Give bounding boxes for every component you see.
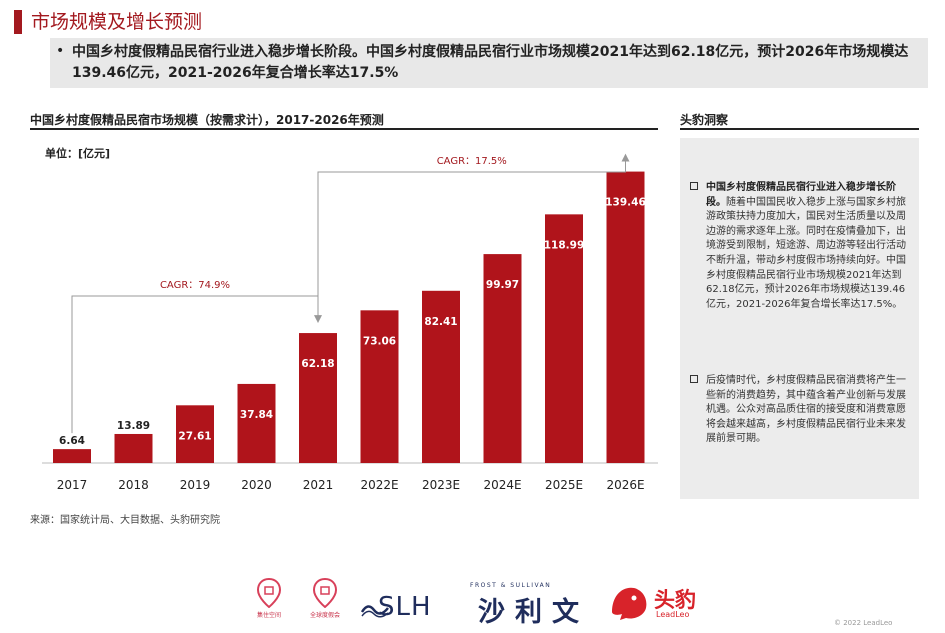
leadleo-logo-en: LeadLeo bbox=[656, 610, 690, 619]
summary-bullet: • bbox=[56, 43, 65, 59]
slh-logo: SLH bbox=[378, 592, 432, 622]
x-tick-label: 2023E bbox=[422, 478, 460, 492]
frost-logo-cn: 沙利文 bbox=[478, 597, 589, 628]
pin-logo-icon bbox=[312, 578, 338, 608]
insight-text: 后疫情时代，乡村度假精品民宿消费将产生一些新的消费趋势，其中蕴含着产业创新与发展… bbox=[706, 375, 906, 445]
bar-value-label: 6.64 bbox=[59, 435, 85, 447]
partner-logos: 集住空间 全球度假会 SLH FROST & SULLIVAN 沙利文 头豹 L… bbox=[0, 570, 945, 630]
bar-value-label: 73.06 bbox=[363, 335, 396, 347]
bar-2022e bbox=[360, 310, 399, 463]
insight-item-1: 中国乡村度假精品民宿行业进入稳步增长阶段。随着中国国民收入稳步上涨与国家乡村旅游… bbox=[690, 181, 914, 312]
bar-2018 bbox=[114, 433, 153, 463]
copyright-text: © 2022 LeadLeo bbox=[834, 619, 893, 627]
bar-value-label: 27.61 bbox=[178, 430, 211, 442]
bar-2021 bbox=[299, 333, 337, 463]
leopard-logo-icon bbox=[612, 587, 647, 620]
bar-2024e bbox=[483, 254, 522, 463]
x-tick-label: 2024E bbox=[483, 478, 521, 492]
x-tick-label: 2018 bbox=[118, 478, 149, 492]
cagr-label: CAGR：17.5% bbox=[437, 156, 507, 167]
x-tick-label: 2026E bbox=[606, 478, 644, 492]
title-accent-bar bbox=[14, 10, 22, 34]
cagr-label: CAGR：74.9% bbox=[160, 280, 230, 291]
x-tick-label: 2025E bbox=[545, 478, 583, 492]
bar-value-label: 37.84 bbox=[240, 409, 273, 421]
insight-lead: 中国乡村度假精品民宿行业进入稳步增长阶段。 bbox=[706, 182, 896, 208]
checkbox-square-icon bbox=[690, 182, 698, 190]
bar-2025e bbox=[545, 214, 583, 463]
insight-box bbox=[680, 138, 919, 499]
x-tick-label: 2019 bbox=[180, 478, 211, 492]
x-tick-label: 2020 bbox=[241, 478, 272, 492]
bar-value-label: 13.89 bbox=[117, 420, 150, 432]
bar-2019 bbox=[176, 405, 214, 463]
chart-title-rule bbox=[30, 128, 658, 130]
wave-logo-icon bbox=[360, 605, 389, 618]
insight-title: 头豹洞察 bbox=[680, 113, 729, 127]
unit-label: 单位：[亿元] bbox=[45, 147, 111, 160]
pin-logo-label: 集住空间 bbox=[256, 612, 281, 619]
insight-item-2: 后疫情时代，乡村度假精品民宿消费将产生一些新的消费趋势，其中蕴含着产业创新与发展… bbox=[690, 374, 914, 447]
summary-text: 中国乡村度假精品民宿行业进入稳步增长阶段。中国乡村度假精品民宿行业市场规模202… bbox=[72, 44, 909, 81]
bar-2020 bbox=[237, 383, 276, 463]
bar-value-label: 82.41 bbox=[424, 316, 457, 328]
bar-2026e bbox=[606, 171, 645, 463]
bar-value-label: 118.99 bbox=[544, 239, 585, 251]
checkbox-square-icon bbox=[690, 375, 698, 383]
insight-title-rule bbox=[680, 128, 919, 130]
leadleo-logo-cn: 头豹 bbox=[654, 588, 696, 612]
chart-title: 中国乡村度假精品民宿市场规模（按需求计），2017-2026年预测 bbox=[30, 113, 384, 127]
page-title: 市场规模及增长预测 bbox=[31, 11, 203, 33]
bar-2023e bbox=[422, 290, 460, 463]
bar-value-label: 99.97 bbox=[486, 279, 519, 291]
summary-box bbox=[50, 38, 928, 88]
pin-logo-icon bbox=[256, 578, 282, 608]
x-tick-label: 2017 bbox=[57, 478, 88, 492]
frost-logo-en: FROST & SULLIVAN bbox=[470, 582, 552, 589]
source-note: 来源：国家统计局、大目数据、头豹研究院 bbox=[30, 515, 220, 526]
pin-logo-label: 全球度假会 bbox=[309, 612, 340, 619]
bar-value-label: 139.46 bbox=[605, 197, 646, 209]
bar-value-label: 62.18 bbox=[301, 358, 334, 370]
cagr-arrow bbox=[317, 153, 630, 318]
x-tick-label: 2021 bbox=[303, 478, 334, 492]
x-tick-label: 2022E bbox=[360, 478, 398, 492]
bar-2017 bbox=[53, 449, 91, 463]
insight-text: 随着中国国民收入稳步上涨与国家乡村旅游政策扶持力度加大，国民对生活质量以及周边游… bbox=[706, 196, 906, 310]
